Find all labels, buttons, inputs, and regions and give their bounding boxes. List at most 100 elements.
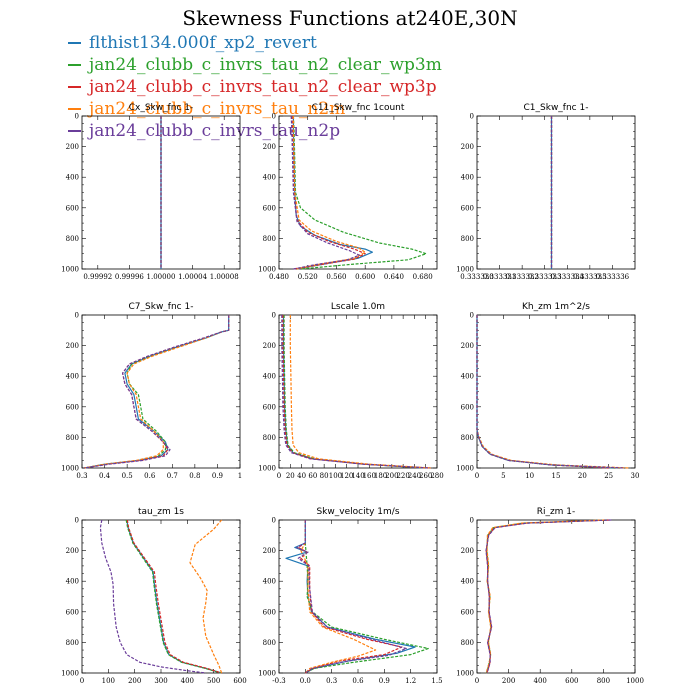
series-line xyxy=(289,315,432,469)
series-line xyxy=(125,519,222,674)
y-tick-label: 600 xyxy=(461,204,474,212)
series-line xyxy=(296,520,407,674)
series-line xyxy=(290,115,360,270)
x-tick-label: 400 xyxy=(534,677,547,685)
legend-item: jan24_clubb_c_invrs_tau_n2p xyxy=(68,120,442,142)
x-tick-label: 0.9 xyxy=(212,472,223,480)
series-line xyxy=(126,519,222,674)
x-tick-label: 15 xyxy=(552,472,561,480)
y-tick-label: 1000 xyxy=(61,465,79,473)
y-tick-label: 200 xyxy=(263,547,276,555)
x-tick-label: 200 xyxy=(128,677,141,685)
y-tick-label: 600 xyxy=(461,608,474,616)
x-tick-label: 0.333335 xyxy=(573,273,606,281)
x-tick-label: 220 xyxy=(396,472,409,480)
x-tick-label: 0.6 xyxy=(352,677,364,685)
y-tick-label: 0 xyxy=(272,312,276,320)
panel-title: C11_Skw_fnc 1count xyxy=(312,103,405,113)
x-tick-label: 0.3 xyxy=(326,677,337,685)
panel-title: Cx_Skw_fnc 1- xyxy=(129,103,194,113)
x-tick-label: 140 xyxy=(351,472,364,480)
legend-item: jan24_clubb_c_invrs_tau_n2m xyxy=(68,98,442,120)
x-tick-label: 0.3 xyxy=(76,472,87,480)
x-tick-label: 1.2 xyxy=(405,677,416,685)
x-tick-label: 0.99992 xyxy=(83,273,112,281)
panel-title: Skw_velocity 1m/s xyxy=(316,507,399,517)
y-tick-label: 600 xyxy=(66,403,79,411)
x-tick-label: 0 xyxy=(475,677,479,685)
x-tick-label: 600 xyxy=(233,677,246,685)
y-tick-label: 400 xyxy=(66,174,79,182)
x-tick-label: 0.5 xyxy=(122,472,133,480)
x-tick-label: 1000 xyxy=(626,677,644,685)
series-line xyxy=(297,520,403,674)
y-tick-label: 800 xyxy=(263,639,276,647)
y-tick-label: 1000 xyxy=(456,670,474,678)
x-tick-label: 500 xyxy=(207,677,220,685)
panel-title: tau_zm 1s xyxy=(138,507,184,517)
series-line xyxy=(485,519,607,674)
y-tick-label: 0 xyxy=(272,113,276,121)
x-tick-label: 100 xyxy=(102,677,115,685)
x-tick-label: 0.333332 xyxy=(505,273,538,281)
legend-swatch xyxy=(68,108,81,110)
x-tick-label: 200 xyxy=(502,677,515,685)
x-tick-label: 1.00008 xyxy=(210,273,239,281)
y-tick-label: 600 xyxy=(263,403,276,411)
y-tick-label: 0 xyxy=(470,312,474,320)
panel-title: Lscale 1.0m xyxy=(331,302,385,312)
y-tick-label: 0 xyxy=(470,113,474,121)
page-title: Skewness Functions at240E,30N xyxy=(182,6,518,30)
plot-frame xyxy=(81,519,241,674)
x-tick-label: 20 xyxy=(286,472,295,480)
y-tick-label: 200 xyxy=(66,547,79,555)
y-tick-label: 0 xyxy=(470,517,474,525)
series-line xyxy=(84,315,230,469)
y-tick-label: 200 xyxy=(66,143,79,151)
y-tick-label: 600 xyxy=(66,204,79,212)
y-tick-label: 200 xyxy=(461,342,474,350)
x-tick-label: 1.5 xyxy=(431,677,442,685)
y-tick-label: 200 xyxy=(66,342,79,350)
series-line xyxy=(84,315,230,469)
y-tick-label: 1000 xyxy=(456,266,474,274)
x-tick-label: 0.680 xyxy=(413,273,433,281)
y-tick-label: 400 xyxy=(66,578,79,586)
x-tick-label: 400 xyxy=(181,677,194,685)
x-tick-label: 0.333334 xyxy=(551,273,585,281)
y-tick-label: 800 xyxy=(66,235,79,243)
plot-frame xyxy=(81,314,241,469)
series-line xyxy=(476,315,614,469)
plot-frame xyxy=(476,519,636,674)
plot-frame xyxy=(278,519,438,674)
y-tick-label: 200 xyxy=(263,143,276,151)
x-tick-label: 260 xyxy=(419,472,432,480)
legend-label: jan24_clubb_c_invrs_tau_n2_clear_wp3p xyxy=(89,77,437,97)
x-tick-label: 0.99996 xyxy=(115,273,144,281)
y-tick-label: 800 xyxy=(66,434,79,442)
series-line xyxy=(485,519,612,674)
y-tick-label: 0 xyxy=(75,312,79,320)
x-tick-label: 240 xyxy=(408,472,421,480)
y-tick-label: 1000 xyxy=(456,465,474,473)
y-tick-label: 0 xyxy=(75,517,79,525)
y-tick-label: 400 xyxy=(263,174,276,182)
series-line xyxy=(300,520,377,674)
chart-panel: Cx_Skw_fnc 1- 0 200 400 600 800 1000 0.99992 0.9… xyxy=(61,103,241,281)
x-tick-label: 1.00004 xyxy=(178,273,207,281)
legend-item: jan24_clubb_c_invrs_tau_n2_clear_wp3m xyxy=(68,54,442,76)
x-tick-label: 0.600 xyxy=(355,273,375,281)
x-tick-label: 100 xyxy=(329,472,342,480)
plot-frame xyxy=(476,314,636,469)
y-tick-label: 800 xyxy=(461,639,474,647)
series-line xyxy=(292,116,373,270)
plot-frame xyxy=(278,115,438,270)
x-tick-label: 280 xyxy=(430,472,443,480)
x-tick-label: 0.7 xyxy=(167,472,178,480)
y-tick-label: 1000 xyxy=(258,670,276,678)
panel-title: C7_Skw_fnc 1- xyxy=(129,302,194,312)
x-tick-label: 1.00000 xyxy=(147,273,176,281)
